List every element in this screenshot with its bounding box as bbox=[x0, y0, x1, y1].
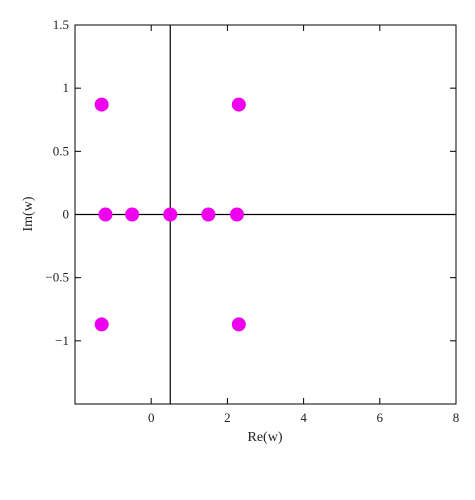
x-axis-ticks: 0 2 4 6 8 bbox=[148, 25, 459, 425]
data-point bbox=[94, 97, 109, 112]
y-tick-label: 1.5 bbox=[53, 17, 69, 32]
data-point bbox=[94, 317, 109, 332]
x-tick-label: 4 bbox=[300, 410, 307, 425]
x-tick-label: 2 bbox=[224, 410, 231, 425]
y-tick-label: 1 bbox=[63, 80, 70, 95]
data-point bbox=[163, 207, 178, 222]
x-tick-label: 0 bbox=[148, 410, 155, 425]
data-point bbox=[231, 317, 246, 332]
x-tick-label: 8 bbox=[453, 410, 460, 425]
data-points bbox=[94, 97, 246, 332]
data-point bbox=[201, 207, 216, 222]
data-point bbox=[229, 207, 244, 222]
y-axis-label: Im(w) bbox=[21, 196, 36, 231]
x-axis-label: Re(w) bbox=[248, 430, 283, 445]
y-tick-label: −0.5 bbox=[45, 270, 69, 285]
data-point bbox=[98, 207, 113, 222]
y-tick-label: 0 bbox=[63, 207, 70, 222]
data-point bbox=[231, 97, 246, 112]
data-point bbox=[125, 207, 140, 222]
y-axis-ticks: −1 −0.5 0 0.5 1 1.5 bbox=[45, 17, 456, 348]
y-tick-label: 0.5 bbox=[53, 143, 69, 158]
y-tick-label: −1 bbox=[55, 333, 69, 348]
x-tick-label: 6 bbox=[377, 410, 384, 425]
